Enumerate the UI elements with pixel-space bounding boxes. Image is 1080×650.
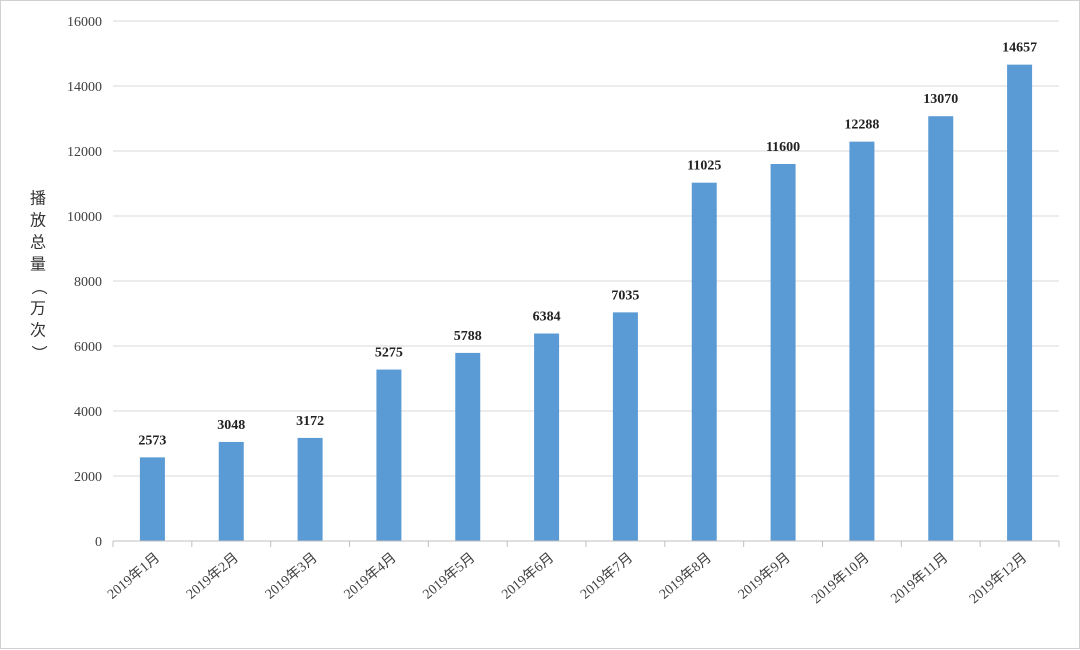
y-label-char: 万 [30,299,46,318]
y-label-char: （ [30,279,49,295]
x-tick-label: 2019年5月 [420,550,479,603]
data-label: 13070 [923,92,958,107]
data-label: 5275 [375,346,403,361]
bar [534,333,560,541]
x-tick-label: 2019年4月 [341,550,400,603]
grid-lines [113,20,1059,477]
bar [376,369,402,541]
bar [612,312,638,541]
data-label: 11025 [687,159,721,174]
bar [849,141,875,541]
bar [1007,64,1033,542]
data-label: 12288 [844,118,879,133]
bars [139,64,1033,542]
bar [691,182,717,541]
x-tick-label: 2019年10月 [809,550,873,607]
data-label: 5788 [454,329,482,344]
y-label-char: ） [30,345,49,361]
y-tick-label: 6000 [74,340,102,355]
y-tick-label: 4000 [74,405,102,420]
data-label: 7035 [611,288,639,303]
data-label: 3172 [296,414,324,429]
data-label: 2573 [138,433,166,448]
bar [218,441,244,541]
bar [455,352,481,541]
y-label-char: 总 [30,233,46,252]
y-tick-label: 12000 [67,145,102,160]
bar [928,116,954,541]
y-tick-label: 0 [95,535,102,550]
y-axis-ticks: 0 2000 4000 6000 8000 10000 12000 14000 16000 [67,15,102,550]
x-axis-ticks: 2019年1月 2019年2月 2019年3月 2019年4月 2019年5月 2019年… [104,550,1030,607]
x-tick-label: 2019年1月 [104,550,163,603]
x-tick-label: 2019年2月 [183,550,242,603]
data-label: 14657 [1002,41,1037,56]
x-tick-label: 2019年9月 [735,550,794,603]
bar [770,164,796,541]
x-tick-label: 2019年6月 [499,550,558,603]
x-tick-label: 2019年3月 [262,550,321,603]
y-label-char: 播 [30,189,46,208]
y-tick-label: 10000 [67,210,102,225]
x-tick-label: 2019年8月 [656,550,715,603]
bar [139,457,165,541]
data-labels: 2573 3048 3172 5275 5788 6384 7035 11025 11600 12… [138,41,1037,449]
x-tick-label: 2019年11月 [888,550,952,607]
data-label: 11600 [766,140,800,155]
data-label: 3048 [217,418,245,433]
y-label-char: 放 [30,211,46,230]
x-tick-label: 2019年12月 [966,550,1030,607]
y-label-char: 量 [30,255,46,274]
y-tick-label: 14000 [67,80,102,95]
bar [297,437,323,541]
y-tick-label: 16000 [67,15,102,30]
data-label: 6384 [533,310,561,325]
y-label-char: 次 [30,321,46,340]
x-tick-label: 2019年7月 [577,550,636,603]
y-tick-label: 8000 [74,275,102,290]
x-axis [112,540,1060,547]
y-tick-label: 2000 [74,470,102,485]
